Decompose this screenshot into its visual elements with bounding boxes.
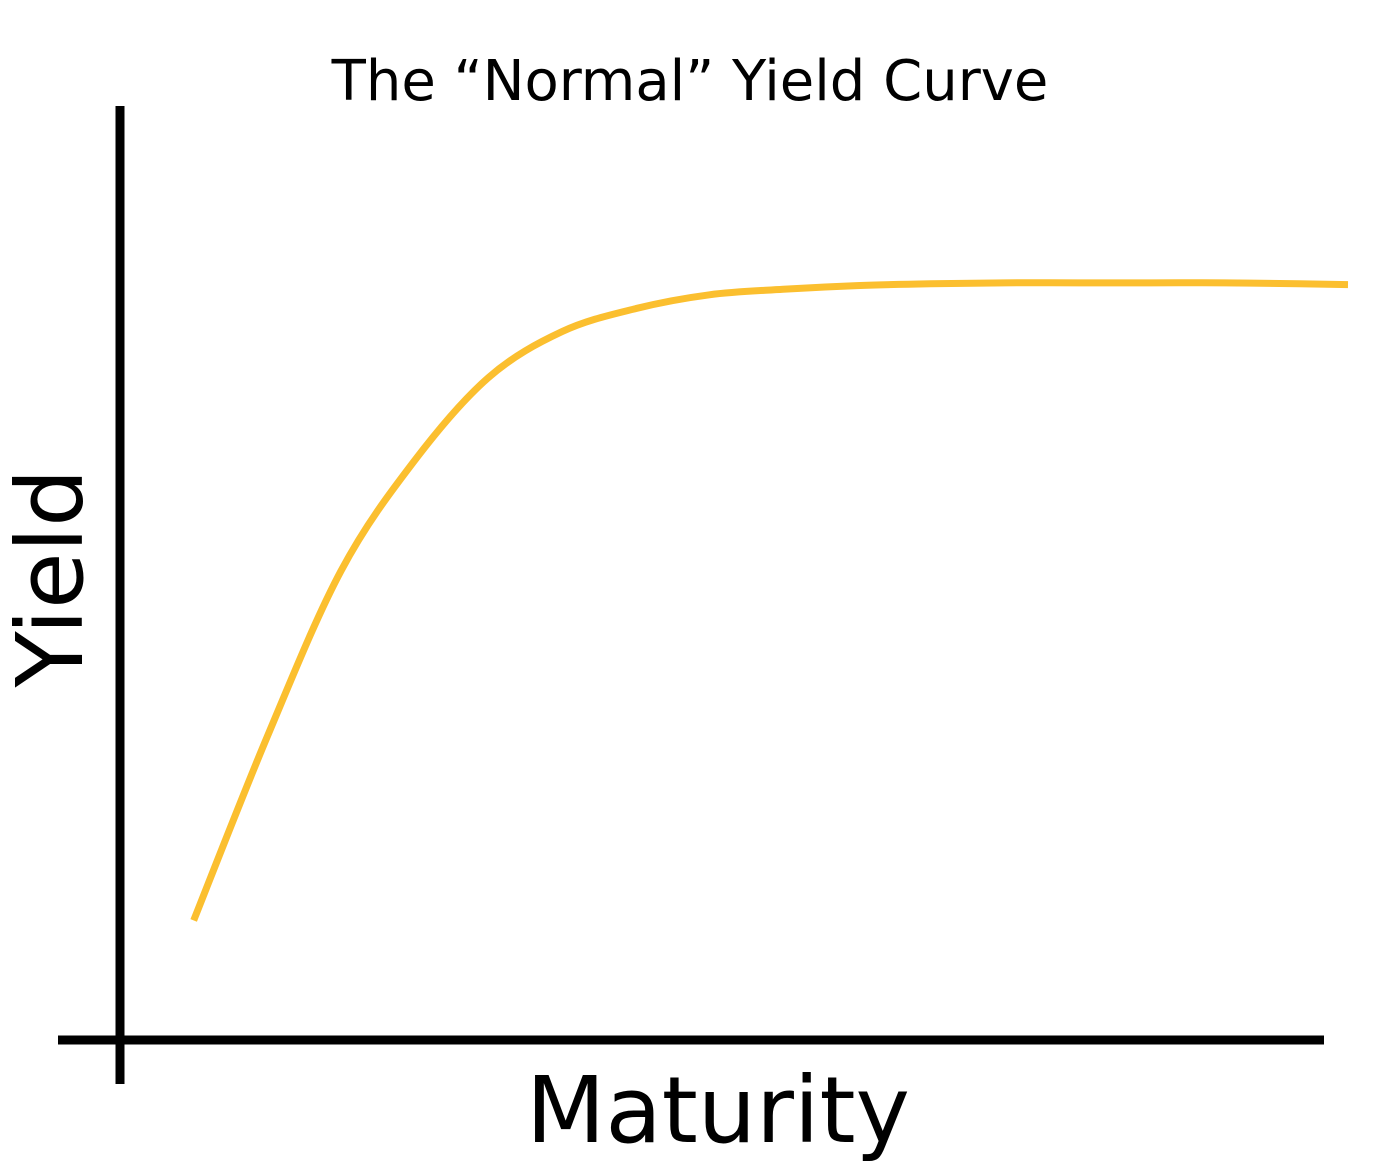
chart-title: The “Normal” Yield Curve: [331, 49, 1049, 114]
x-axis-label: Maturity: [526, 1057, 910, 1164]
series-layer: [190, 279, 1349, 922]
yield-curve-line: [190, 279, 1349, 922]
y-axis-label: Yield: [0, 468, 104, 688]
